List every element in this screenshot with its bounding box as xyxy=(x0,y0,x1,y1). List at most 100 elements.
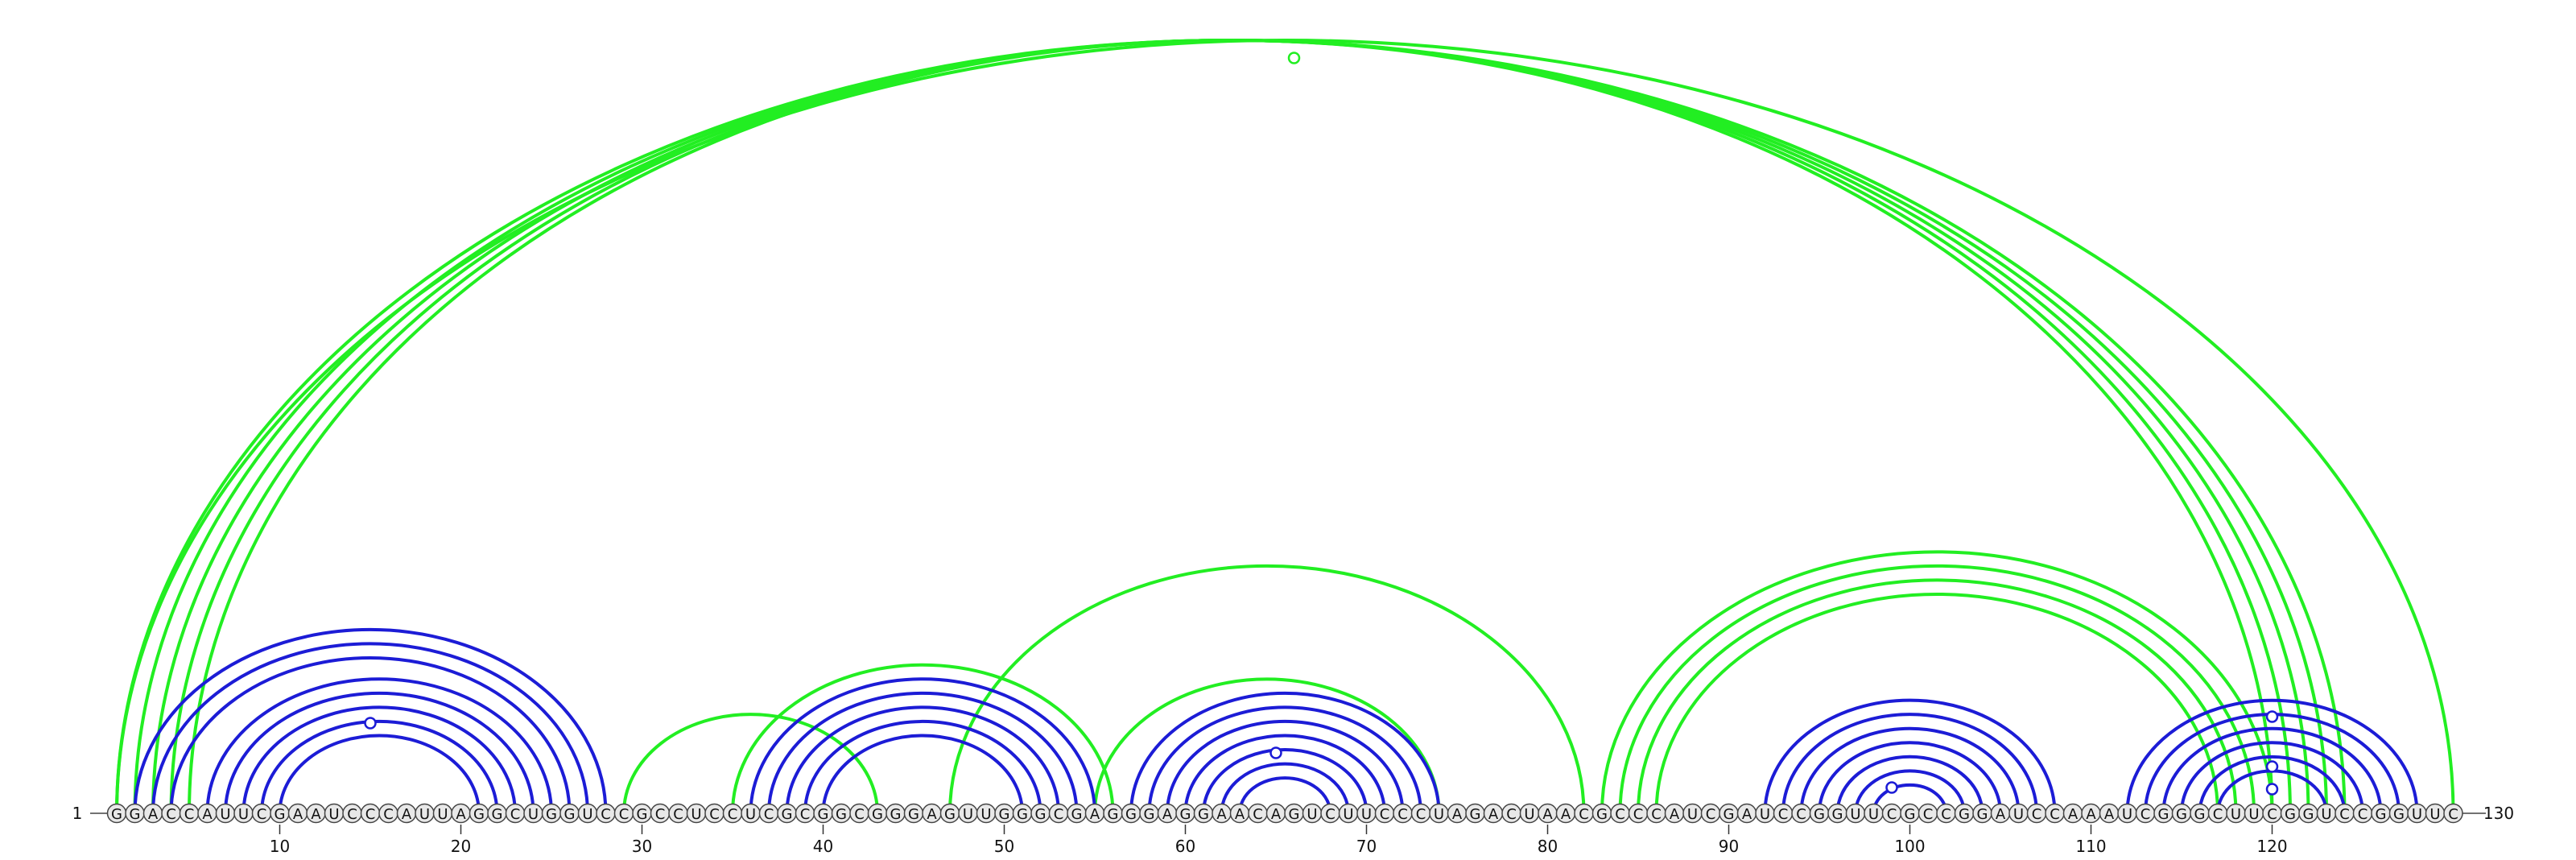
nucleotide-125: C xyxy=(2352,803,2373,824)
nucleotide-letter: C xyxy=(1615,806,1625,823)
blue-marker-120-0 xyxy=(2265,760,2279,773)
blue-arc-115-125 xyxy=(2180,741,2364,814)
nucleotide-letter: C xyxy=(619,806,630,823)
nucleotide-9: C xyxy=(251,803,272,824)
green-arc-1-124 xyxy=(115,39,2347,814)
nucleotide-80: A xyxy=(1538,803,1558,824)
nucleotide-8: U xyxy=(233,803,254,824)
nucleotide-58: G xyxy=(1139,803,1159,824)
blue-arc-92-108 xyxy=(1763,698,2057,814)
nucleotide-letter: C xyxy=(2050,806,2060,823)
arcs-layer xyxy=(115,39,2455,814)
nucleotide-92: U xyxy=(1755,803,1775,824)
nucleotide-letter: A xyxy=(1452,806,1463,823)
nucleotide-letter: U xyxy=(691,806,701,823)
nucleotide-letter: C xyxy=(709,806,720,823)
nucleotide-letter: G xyxy=(1125,806,1137,823)
nucleotide-letter: C xyxy=(764,806,774,823)
nucleotide-letter: A xyxy=(456,806,466,823)
nucleotide-letter: G xyxy=(872,806,883,823)
nucleotide-88: U xyxy=(1682,803,1703,824)
nucleotide-letter: U xyxy=(1361,806,1372,823)
nucleotide-letter: A xyxy=(1742,806,1752,823)
blue-arc-60-71 xyxy=(1183,734,1386,814)
nucleotide-18: U xyxy=(415,803,435,824)
nucleotide-130: C xyxy=(2443,803,2463,824)
nucleotide-26: G xyxy=(559,803,580,824)
nucleotide-letter: U xyxy=(1687,806,1698,823)
nucleotide-letter: U xyxy=(1307,806,1317,823)
green-arc-83-120 xyxy=(1600,550,2274,814)
nucleotide-73: C xyxy=(1410,803,1431,824)
nucleotide-82: C xyxy=(1574,803,1594,824)
nucleotide-103: G xyxy=(1954,803,1975,824)
nucleotide-129: U xyxy=(2425,803,2446,824)
start-label: 1 xyxy=(72,804,83,823)
blue-arc-6-25 xyxy=(205,677,553,814)
blue-arc-116-124 xyxy=(2198,755,2347,814)
nucleotide-letter: U xyxy=(2013,806,2024,823)
nucleotide-letter: G xyxy=(1289,806,1300,823)
nucleotide-letter: U xyxy=(745,806,756,823)
nucleotide-letter: G xyxy=(2376,806,2387,823)
nucleotide-10: G xyxy=(270,803,290,824)
green-arc-3-122 xyxy=(151,39,2310,814)
nucleotide-letter: U xyxy=(1760,806,1770,823)
nucleotide-letter: A xyxy=(202,806,213,823)
nucleotide-letter: G xyxy=(1724,806,1735,823)
nucleotide-letter: A xyxy=(1996,806,2006,823)
nucleotide-letter: C xyxy=(2448,806,2458,823)
nucleotide-letter: C xyxy=(2032,806,2042,823)
nucleotide-letter: U xyxy=(419,806,430,823)
blue-arc-7-24 xyxy=(224,691,535,814)
nucleotide-letter: C xyxy=(2213,806,2223,823)
blue-arc-38-53 xyxy=(785,705,1060,814)
nucleotide-letter: U xyxy=(582,806,592,823)
nucleotide-letter: G xyxy=(818,806,829,823)
nucleotide-letter: G xyxy=(1977,806,1988,823)
nucleotide-121: G xyxy=(2280,803,2301,824)
green-arc-85-118 xyxy=(1637,578,2238,814)
nucleotide-29: C xyxy=(613,803,634,824)
nucleotide-114: G xyxy=(2153,803,2174,824)
nucleotide-56: G xyxy=(1103,803,1123,824)
nucleotide-letter: C xyxy=(1253,806,1263,823)
blue-arc-39-52 xyxy=(803,719,1042,814)
nucleotide-91: A xyxy=(1736,803,1757,824)
nucleotide-letter: C xyxy=(1633,806,1644,823)
blue-arc-8-23 xyxy=(242,705,517,814)
nucleotide-letter: A xyxy=(1090,806,1100,823)
green-arc-35-56 xyxy=(731,663,1115,814)
nucleotide-24: U xyxy=(523,803,543,824)
nucleotide-letter: C xyxy=(1380,806,1390,823)
nucleotide-75: A xyxy=(1447,803,1468,824)
tick-label-10: 10 xyxy=(270,837,290,856)
nucleotide-123: U xyxy=(2316,803,2337,824)
nucleotide-20: A xyxy=(451,803,471,824)
nucleotide-87: A xyxy=(1664,803,1685,824)
nucleotide-93: C xyxy=(1773,803,1794,824)
nucleotide-107: C xyxy=(2026,803,2047,824)
blue-arc-94-106 xyxy=(1799,726,2021,814)
nucleotide-letter: A xyxy=(1162,806,1173,823)
nucleotide-104: G xyxy=(1972,803,1992,824)
nucleotide-31: C xyxy=(650,803,671,824)
nucleotide-49: U xyxy=(976,803,997,824)
nucleotide-46: A xyxy=(922,803,942,824)
nucleotide-letter: C xyxy=(2358,806,2368,823)
nucleotide-letter: C xyxy=(2140,806,2151,823)
nucleotide-14: C xyxy=(342,803,362,824)
nucleotide-77: A xyxy=(1483,803,1504,824)
nucleotide-111: A xyxy=(2099,803,2120,824)
blue-arc-59-72 xyxy=(1166,719,1405,814)
nucleotide-letter: G xyxy=(130,806,141,823)
nucleotide-letter: U xyxy=(2321,806,2331,823)
nucleotide-7: U xyxy=(215,803,236,824)
nucleotide-letter: U xyxy=(1524,806,1534,823)
nucleotide-letter: A xyxy=(402,806,412,823)
nucleotide-43: G xyxy=(867,803,888,824)
nucleotide-letter: G xyxy=(1035,806,1046,823)
tick-label-50: 50 xyxy=(994,837,1014,856)
blue-arc-112-128 xyxy=(2125,698,2419,814)
nucleotide-86: C xyxy=(1646,803,1666,824)
